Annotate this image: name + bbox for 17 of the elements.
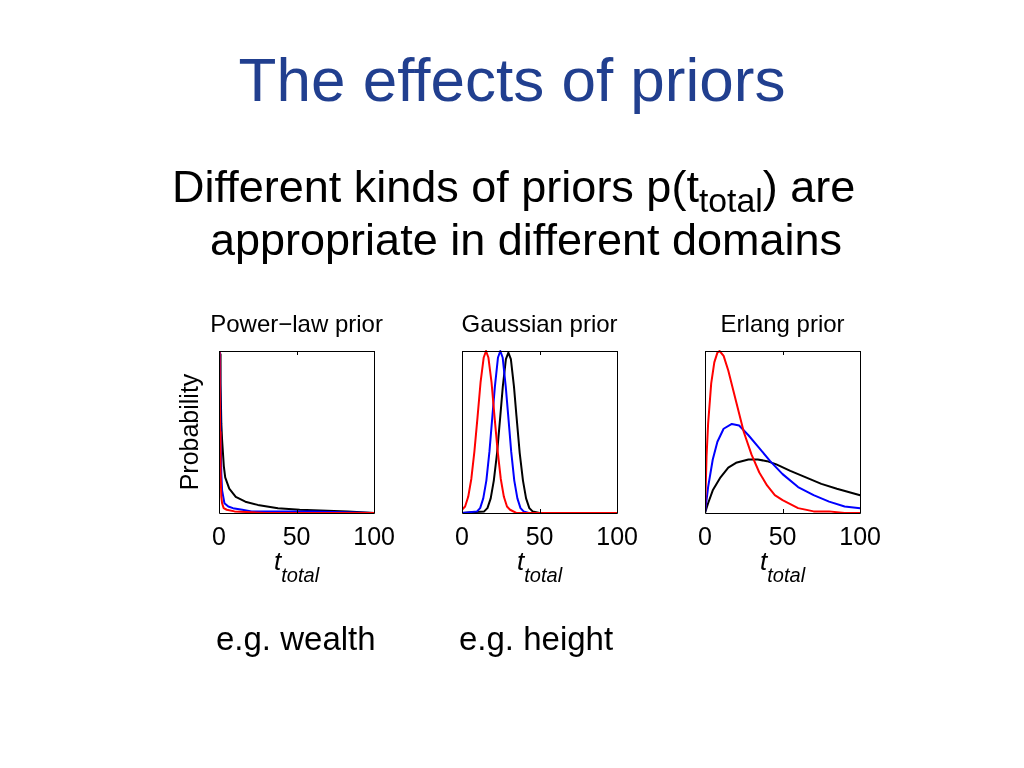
- chart-title: Gaussian prior: [461, 310, 618, 337]
- x-tick-label: 0: [455, 521, 469, 550]
- text: The effects of priors: [237, 44, 787, 115]
- text: Different kinds of priors p(t$_{total}$) are appropriate in different domains: [172, 160, 857, 266]
- text: e.g. height: [459, 620, 614, 658]
- text: e.g. wealth: [216, 620, 376, 658]
- chart-title: Erlang prior: [720, 310, 845, 337]
- chart-title: Power−law prior: [210, 310, 383, 337]
- x-tick-label: 50: [525, 521, 554, 550]
- x-tick-label: 0: [698, 521, 712, 550]
- x-tick-label: 50: [768, 521, 797, 550]
- x-tick-label: 100: [596, 521, 638, 550]
- y-axis-title: Probability: [174, 373, 203, 491]
- x-tick-label: 0: [212, 521, 226, 550]
- x-tick-label: 50: [282, 521, 311, 550]
- x-tick-label: 100: [353, 521, 395, 550]
- x-tick-label: 100: [839, 521, 881, 550]
